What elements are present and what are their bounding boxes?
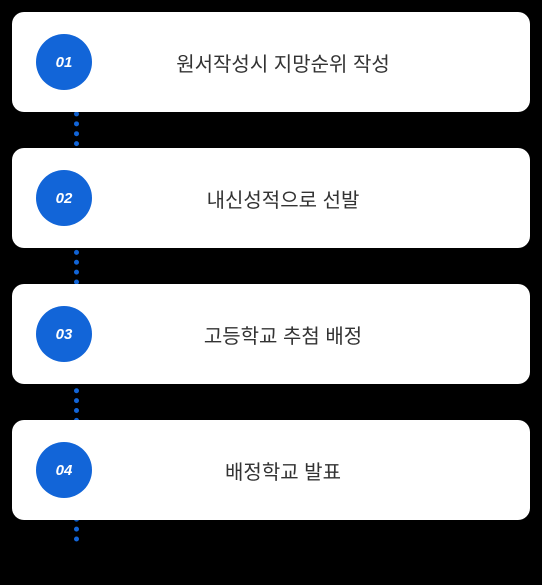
step-label: 배정학교 발표 xyxy=(92,456,530,485)
step-number: 02 xyxy=(56,190,73,207)
step-number-circle: 04 xyxy=(36,442,92,498)
step-card: 02 내신성적으로 선발 xyxy=(12,148,530,248)
step-number: 01 xyxy=(56,54,73,71)
step-label: 원서작성시 지망순위 작성 xyxy=(92,48,530,77)
step-number-circle: 02 xyxy=(36,170,92,226)
step-number: 04 xyxy=(56,462,73,479)
step-4: 04 배정학교 발표 xyxy=(12,420,530,520)
step-number-circle: 01 xyxy=(36,34,92,90)
step-number-circle: 03 xyxy=(36,306,92,362)
step-label: 내신성적으로 선발 xyxy=(92,184,530,213)
step-label: 고등학교 추첨 배정 xyxy=(92,320,530,349)
step-flow-diagram: 01 원서작성시 지망순위 작성 02 내신성적으로 선발 xyxy=(12,12,530,520)
step-number: 03 xyxy=(56,326,73,343)
step-card: 01 원서작성시 지망순위 작성 xyxy=(12,12,530,112)
step-2: 02 내신성적으로 선발 xyxy=(12,148,530,248)
step-1: 01 원서작성시 지망순위 작성 xyxy=(12,12,530,112)
step-card: 04 배정학교 발표 xyxy=(12,420,530,520)
step-3: 03 고등학교 추첨 배정 xyxy=(12,284,530,384)
step-card: 03 고등학교 추첨 배정 xyxy=(12,284,530,384)
